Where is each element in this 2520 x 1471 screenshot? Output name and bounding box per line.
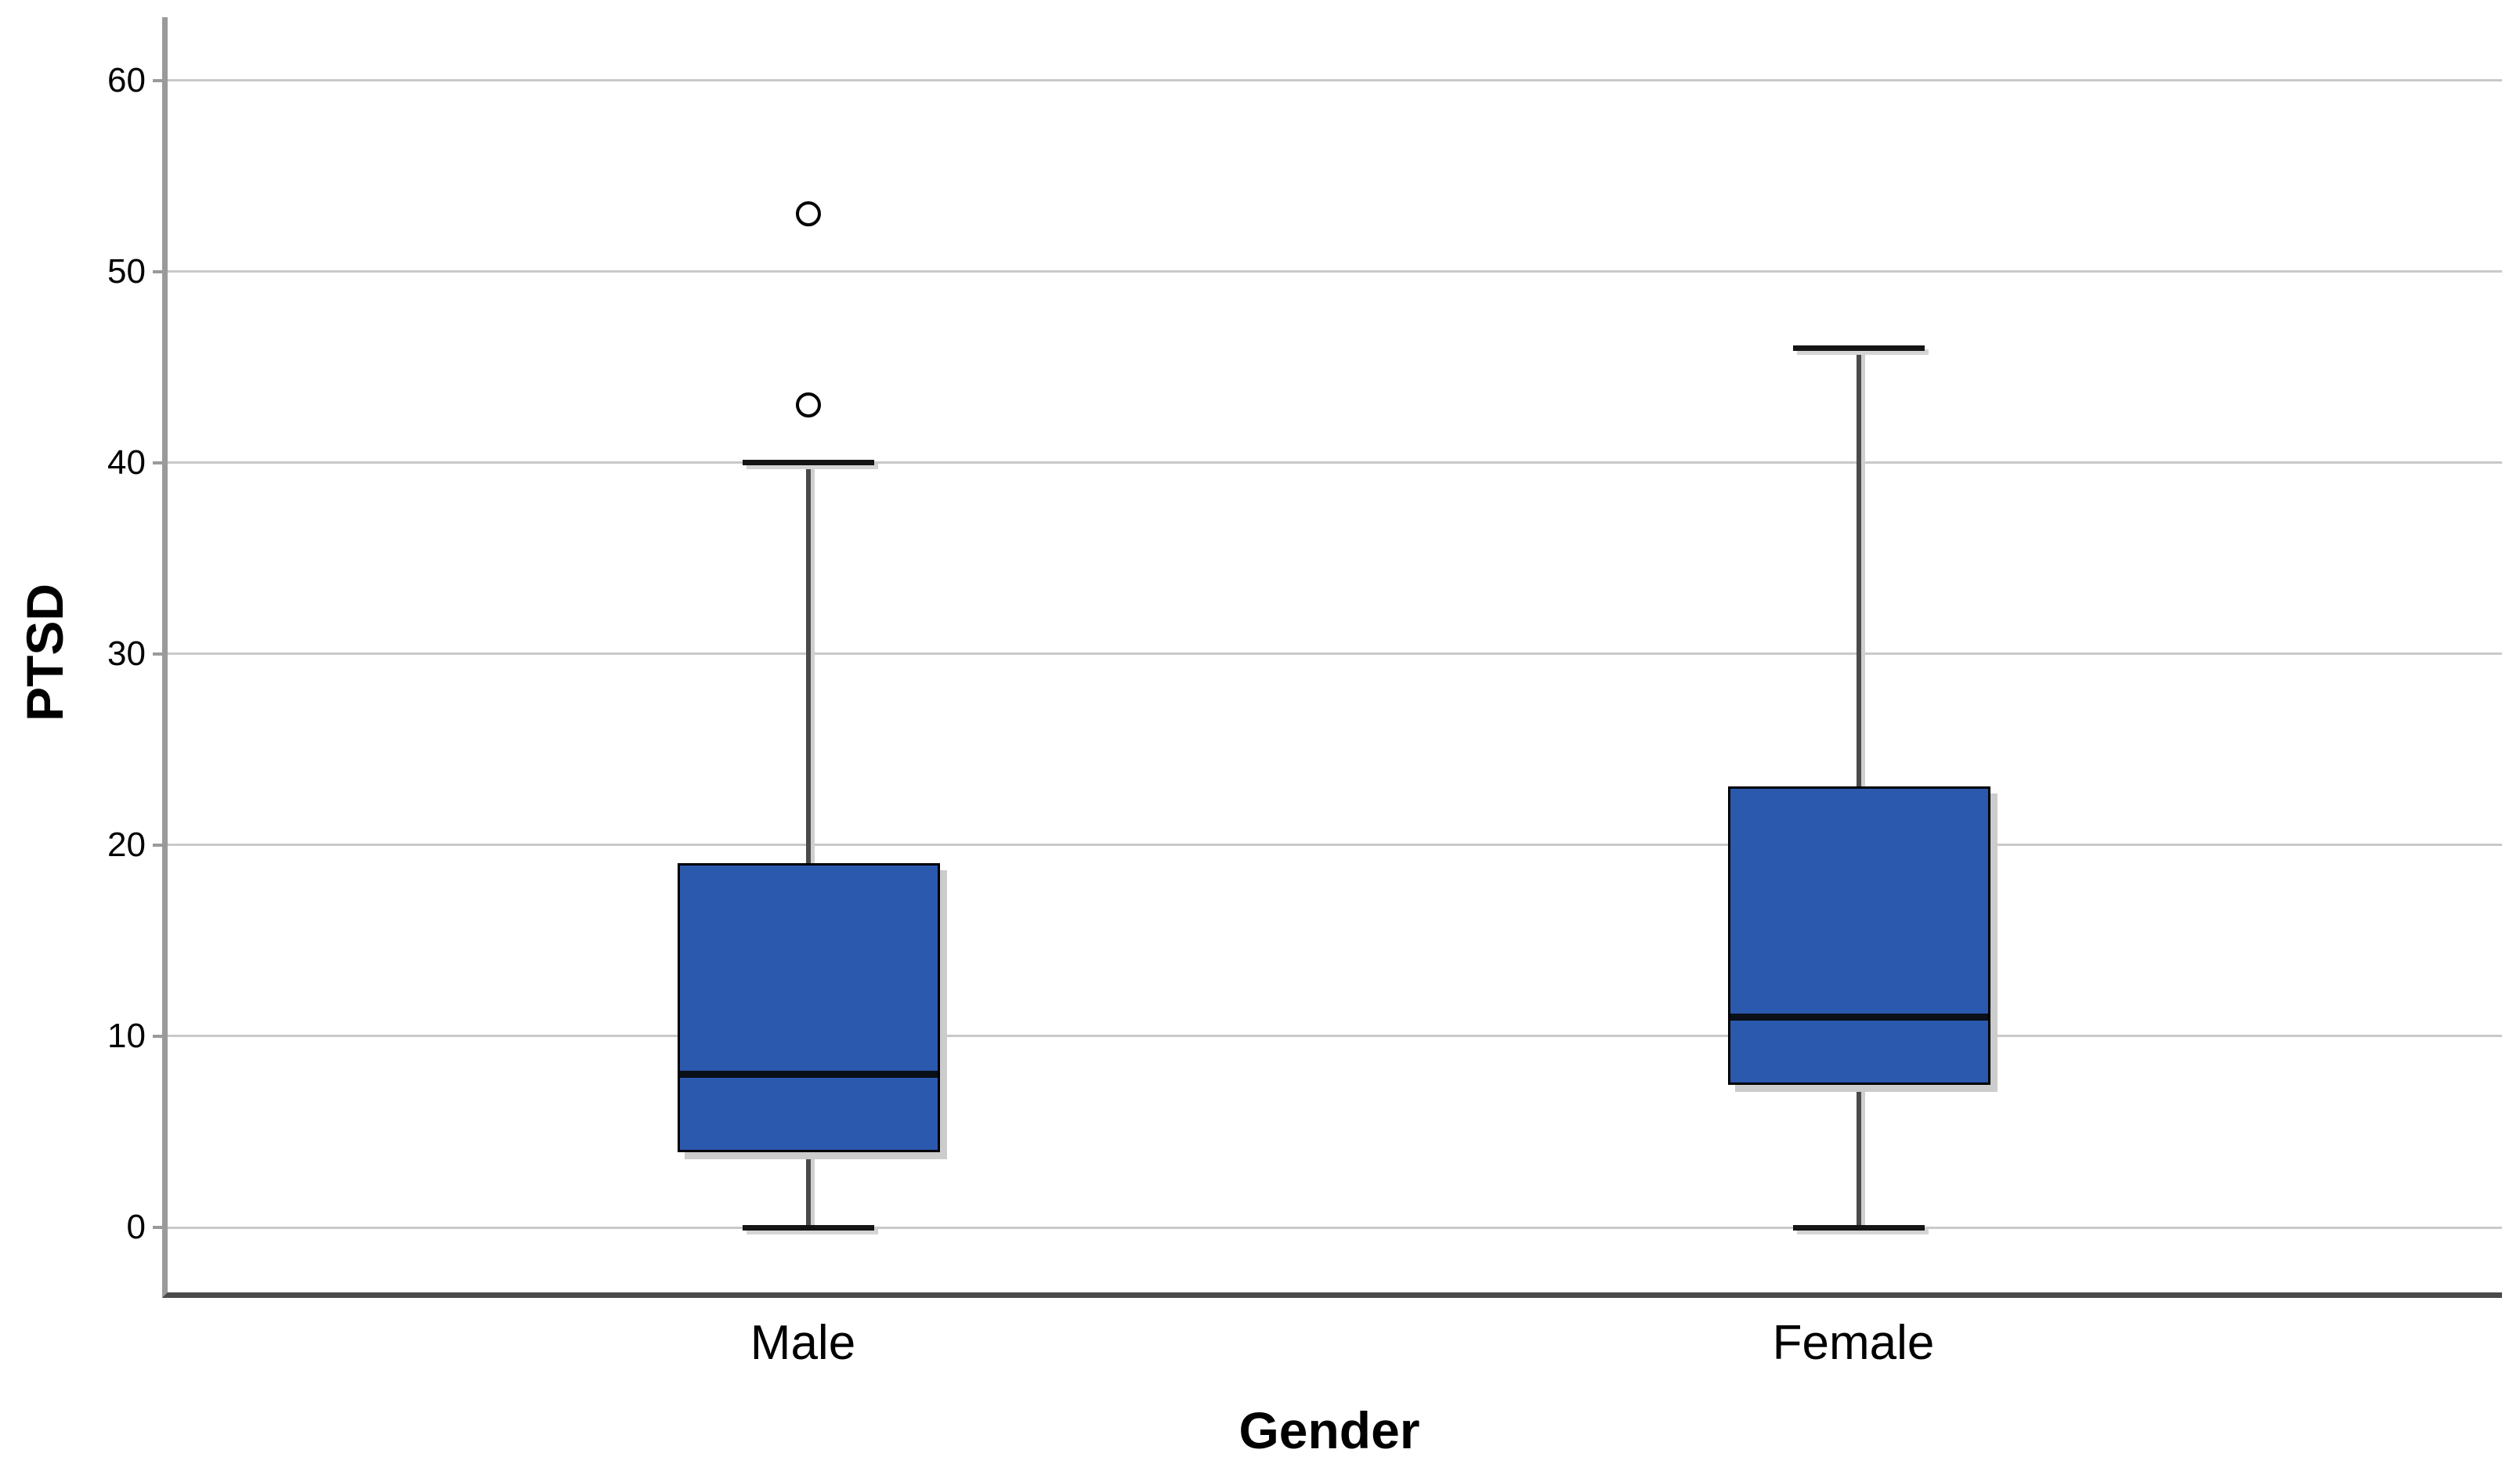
outlier-point-male	[796, 392, 821, 418]
median-line-female	[1730, 1014, 1988, 1021]
y-axis-title: PTSD	[16, 583, 74, 722]
plot-area	[162, 17, 2502, 1298]
gridline	[168, 1226, 2502, 1229]
y-tick-mark	[153, 78, 162, 82]
median-line-male	[679, 1071, 938, 1079]
gridline	[168, 652, 2502, 656]
box-female	[1727, 786, 1990, 1086]
y-tick-mark	[153, 652, 162, 656]
y-tick-mark	[153, 843, 162, 847]
gridline	[168, 461, 2502, 464]
whisker-cap-max-female	[1793, 345, 1925, 351]
whisker-lower-female	[1857, 1083, 1861, 1227]
y-tick-label: 10	[107, 1016, 146, 1055]
y-tick-label: 40	[107, 443, 146, 482]
y-tick-mark	[153, 1034, 162, 1038]
whisker-upper-male	[806, 462, 811, 865]
gridline	[168, 270, 2502, 273]
y-tick-mark	[153, 269, 162, 273]
whisker-upper-female	[1857, 348, 1861, 788]
y-tick-mark	[153, 461, 162, 464]
y-tick-label: 30	[107, 634, 146, 673]
whisker-cap-min-male	[743, 1224, 874, 1231]
y-tick-mark	[153, 1226, 162, 1229]
gridline	[168, 844, 2502, 847]
gridline	[168, 79, 2502, 82]
whisker-lower-male	[806, 1151, 811, 1227]
outlier-point-male	[796, 201, 821, 227]
x-tick-label-female: Female	[1772, 1316, 1935, 1370]
box-male	[677, 862, 940, 1152]
y-tick-label: 60	[107, 60, 146, 99]
gridline	[168, 1035, 2502, 1038]
y-tick-label: 0	[126, 1208, 146, 1246]
x-axis-title: Gender	[1238, 1401, 1420, 1459]
y-tick-label: 50	[107, 251, 146, 291]
whisker-cap-max-male	[743, 460, 874, 466]
x-tick-label-male: Male	[750, 1316, 856, 1370]
whisker-cap-min-female	[1793, 1224, 1925, 1231]
y-tick-label: 20	[107, 825, 146, 864]
